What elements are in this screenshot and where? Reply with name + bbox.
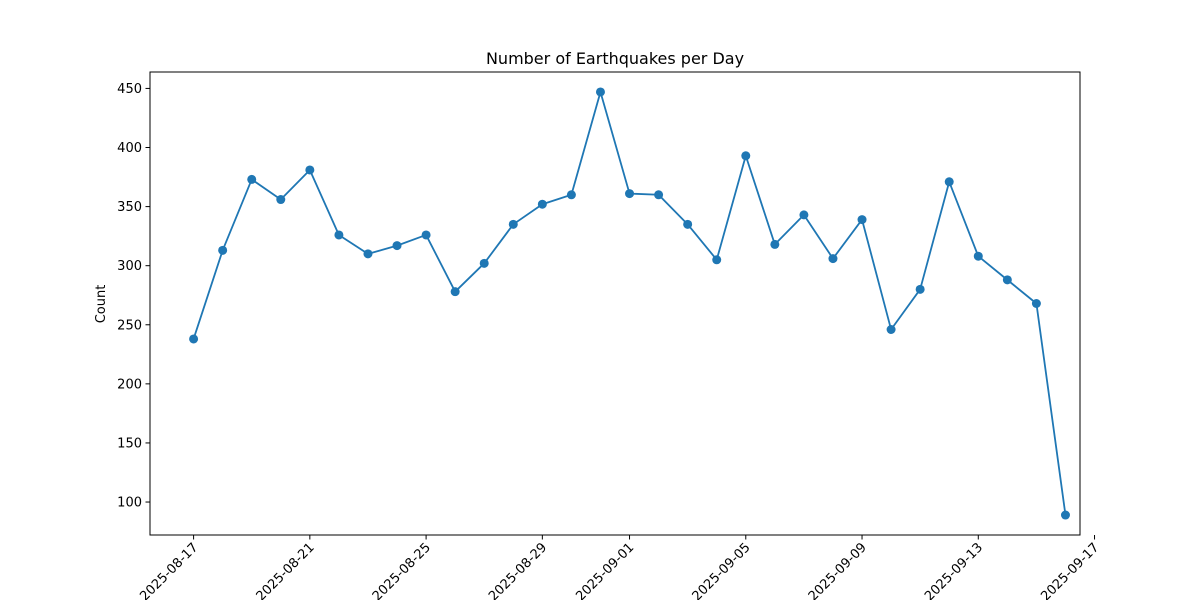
data-point [479,258,489,268]
data-point [683,219,693,229]
data-point [218,245,228,255]
x-tick-label: 2025-08-25 [370,540,434,600]
y-tick-label: 100 [117,496,142,511]
x-ticks: 2025-08-17 2025-08-21 2025-08-25 2025-08-29… [137,535,1102,604]
plot-frame [149,71,1081,536]
x-tick-label: 2025-09-05 [690,540,754,600]
data-point [857,215,867,225]
data-point [450,287,460,297]
data-point [566,190,576,200]
data-point [1060,510,1070,520]
x-tick-label: 2025-09-01 [573,540,637,600]
x-tick-label: 2025-09-09 [806,540,870,600]
x-tick-label: 2025-09-13 [922,540,986,600]
data-point [1002,275,1012,285]
data-point [421,230,431,240]
data-point [712,255,722,265]
y-ticks: 100 150 200 250 300 350 400 450 [117,82,150,511]
x-tick-label: 2025-08-29 [486,540,550,600]
data-point [944,177,954,187]
y-tick-label: 300 [117,259,142,274]
chart-title: Number of Earthquakes per Day [486,49,744,68]
y-tick-label: 200 [117,377,142,392]
data-point [799,210,809,220]
data-point [537,199,547,209]
data-point [915,284,925,294]
y-tick-label: 250 [117,318,142,333]
series-line [192,91,1067,516]
x-tick-label: 2025-08-21 [254,540,318,600]
data-point [741,151,751,161]
data-point [508,219,518,229]
data-point [1031,299,1041,308]
data-point [654,190,664,200]
x-tick-label: 2025-09-17 [1038,540,1102,600]
data-point [973,251,983,261]
y-tick-label: 150 [117,436,142,451]
data-point [189,334,199,344]
data-point [363,249,373,259]
y-axis-label: Count [94,285,109,324]
data-point [305,165,315,175]
data-point [828,254,838,264]
x-tick-label: 2025-08-17 [137,540,201,600]
data-point [334,230,344,240]
data-point [595,87,605,97]
y-tick-label: 350 [117,200,142,215]
data-point [886,324,896,334]
data-point [247,174,257,184]
data-point [276,195,286,205]
y-tick-label: 450 [117,82,142,97]
y-tick-label: 400 [117,141,142,156]
series-layer [189,87,1070,520]
data-point [770,239,780,249]
data-point [625,189,635,199]
data-point [392,241,402,251]
